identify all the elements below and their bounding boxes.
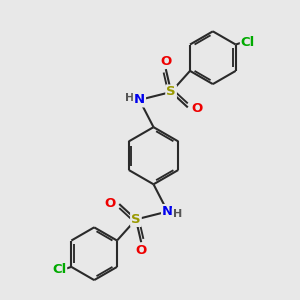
Text: O: O (191, 102, 202, 115)
Text: H: H (125, 93, 134, 103)
Text: O: O (105, 197, 116, 210)
Text: Cl: Cl (52, 262, 66, 276)
Text: S: S (131, 213, 141, 226)
Text: N: N (134, 93, 145, 106)
Text: N: N (162, 205, 173, 218)
Text: S: S (166, 85, 176, 98)
Text: O: O (136, 244, 147, 257)
Text: Cl: Cl (241, 36, 255, 49)
Text: O: O (160, 55, 171, 68)
Text: H: H (172, 209, 182, 219)
